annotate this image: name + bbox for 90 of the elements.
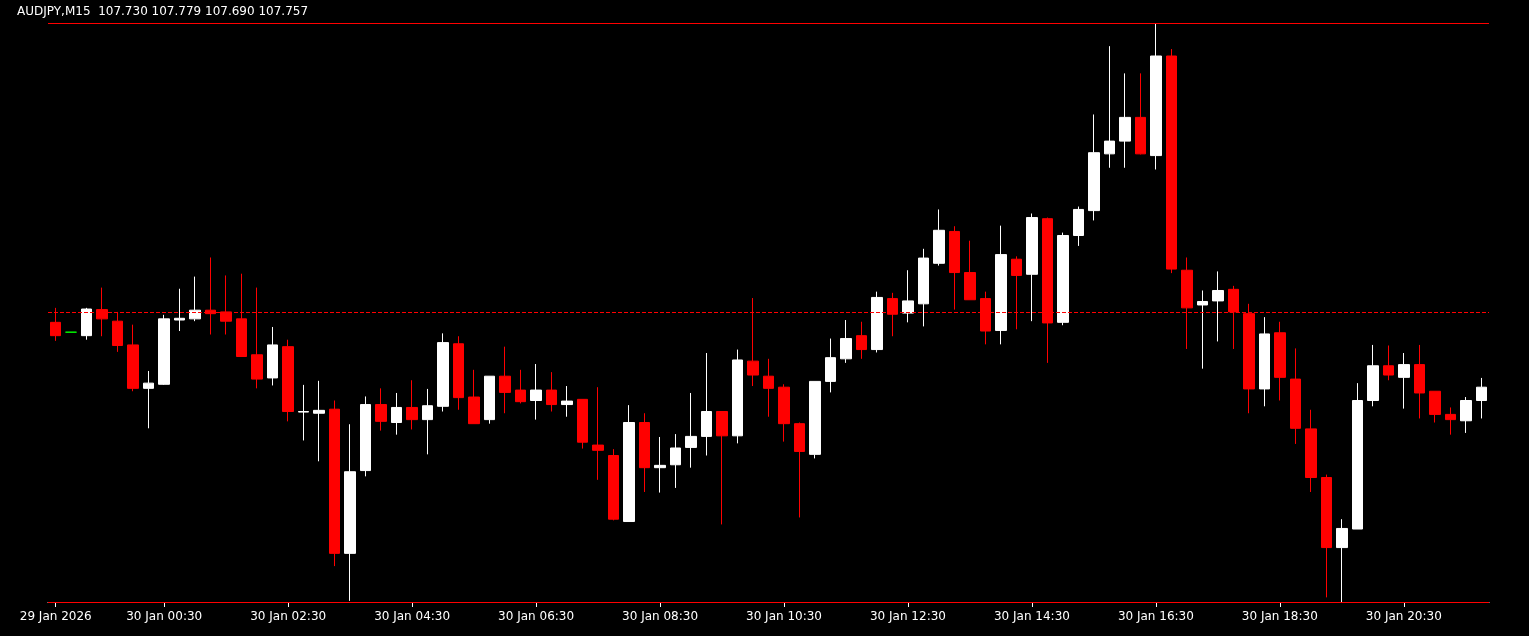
candlestick	[1135, 72, 1146, 155]
candlestick	[1073, 206, 1084, 247]
candlestick	[685, 392, 697, 469]
candlestick	[127, 324, 139, 392]
x-tick-label: 30 Jan 20:30	[1365, 609, 1442, 623]
x-tick-label: 30 Jan 06:30	[498, 609, 575, 623]
candlestick	[995, 225, 1007, 345]
candlestick	[1305, 409, 1317, 493]
candlestick	[794, 422, 805, 518]
candlestick	[1104, 45, 1115, 169]
candlestick	[360, 395, 371, 477]
candlestick	[1274, 321, 1286, 402]
candlestick	[344, 423, 356, 602]
candlestick	[716, 411, 728, 525]
candlestick	[1197, 290, 1208, 370]
candlestick	[1321, 474, 1332, 598]
candlestick	[391, 392, 402, 436]
candlestick	[282, 339, 294, 422]
candlestick	[561, 385, 573, 418]
candlestick	[329, 400, 340, 567]
candlestick	[623, 404, 635, 523]
candlestick	[406, 379, 418, 430]
x-tick-label: 30 Jan 16:30	[1117, 609, 1194, 623]
candlestick	[1026, 212, 1038, 322]
candlestick	[1414, 344, 1425, 419]
candlestick	[453, 335, 464, 411]
candlestick	[732, 349, 743, 444]
candlestick	[639, 412, 650, 493]
candlestick	[267, 326, 278, 386]
candlestick	[1088, 113, 1100, 221]
candlestick	[375, 387, 387, 432]
candlestick	[840, 319, 852, 364]
x-tick-label: 30 Jan 04:30	[374, 609, 451, 623]
x-tick-label: 30 Jan 14:30	[993, 609, 1070, 623]
x-tick-label: 30 Jan 08:30	[622, 609, 699, 623]
candlestick	[1429, 390, 1441, 424]
candlestick	[701, 352, 712, 457]
candlestick	[143, 370, 154, 429]
candlestick	[437, 332, 449, 413]
candlestick	[546, 371, 557, 413]
candlestick	[670, 433, 681, 489]
candlestick	[1383, 345, 1394, 381]
candlestick	[933, 208, 945, 267]
candlestick	[484, 375, 495, 425]
candlestick	[1445, 406, 1456, 436]
candlestick	[1352, 382, 1363, 530]
candlestick	[1336, 518, 1348, 603]
candlestick	[530, 363, 542, 421]
x-tick-label: 29 Jan 2026	[19, 609, 92, 623]
candlestick	[1259, 316, 1270, 407]
candlestick	[1367, 344, 1379, 407]
candlestick	[1166, 48, 1177, 274]
candlestick	[1476, 377, 1487, 419]
candlestick	[158, 314, 170, 386]
candlestick	[1398, 352, 1410, 410]
candlestick	[809, 380, 821, 459]
candlestick	[298, 384, 309, 441]
candlestick	[189, 276, 201, 322]
candlestick	[918, 248, 929, 327]
candlestick	[1150, 22, 1162, 170]
candlestick	[468, 369, 480, 425]
candlestick	[1119, 72, 1131, 169]
candlestick	[1057, 232, 1069, 326]
candlestick	[1290, 347, 1301, 445]
x-tick-label: 30 Jan 18:30	[1241, 609, 1318, 623]
candlestick	[871, 291, 883, 353]
candlestick	[499, 346, 511, 414]
candlestick	[422, 388, 433, 455]
candlestick	[515, 369, 526, 404]
candlestick	[592, 386, 604, 481]
x-tick-label: 30 Jan 00:30	[126, 609, 203, 623]
candlestick	[174, 288, 185, 332]
candlestick	[902, 269, 914, 323]
x-tick-label: 30 Jan 12:30	[869, 609, 946, 623]
candlestick	[949, 225, 960, 311]
candlestick	[313, 380, 325, 462]
candlestick	[763, 358, 774, 418]
chart-title: AUDJPY,M15 107.730 107.779 107.690 107.757	[17, 4, 309, 18]
candlestick	[608, 448, 619, 521]
candlestick	[778, 383, 790, 443]
x-tick-label: 30 Jan 02:30	[250, 609, 327, 623]
candlestick	[1212, 270, 1224, 342]
x-tick-label: 30 Jan 10:30	[746, 609, 822, 623]
candlestick	[1460, 396, 1472, 434]
candlestick	[856, 321, 867, 360]
candlestick	[825, 338, 836, 393]
candlestick	[654, 436, 666, 494]
candlestick	[81, 307, 92, 341]
candlestick	[964, 240, 976, 301]
candlestick	[577, 398, 588, 450]
